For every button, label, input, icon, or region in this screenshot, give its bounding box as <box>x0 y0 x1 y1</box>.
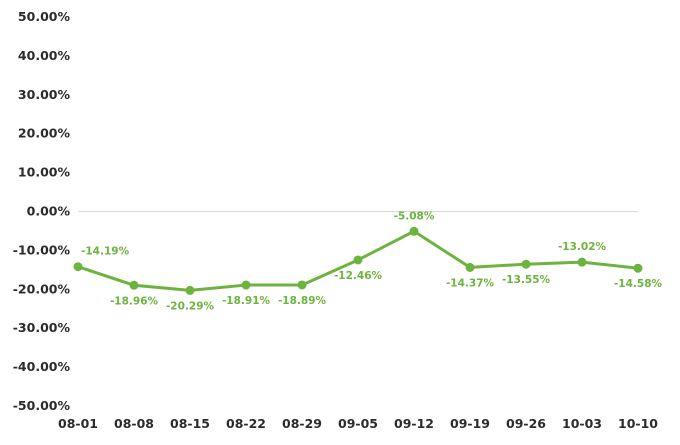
y-tick-label: 50.00% <box>18 9 71 24</box>
x-axis: 08-01 08-08 08-15 08-22 08-29 09-05 09-12 09-19… <box>58 416 658 431</box>
data-label: -13.55% <box>502 274 551 286</box>
y-tick-label: 40.00% <box>18 48 71 63</box>
data-point <box>241 280 251 290</box>
data-point <box>73 262 83 272</box>
data-point <box>633 263 643 273</box>
data-point <box>129 280 139 290</box>
x-tick-label: 08-29 <box>282 416 322 431</box>
y-tick-label: 20.00% <box>18 126 71 141</box>
y-tick-label: -50.00% <box>13 398 71 413</box>
y-tick-label: -40.00% <box>13 359 71 374</box>
data-label: -18.89% <box>278 295 327 307</box>
data-label: -20.29% <box>166 300 215 312</box>
data-point <box>185 285 195 295</box>
data-point <box>521 259 531 269</box>
data-label: -13.02% <box>558 241 607 253</box>
data-point <box>353 255 363 265</box>
x-tick-label: 10-10 <box>618 416 658 431</box>
x-tick-label: 10-03 <box>562 416 602 431</box>
x-tick-label: 09-19 <box>450 416 490 431</box>
series <box>73 226 643 295</box>
y-axis: 50.00% 40.00% 30.00% 20.00% 10.00% 0.00% -10.0… <box>13 9 71 413</box>
x-tick-label: 09-05 <box>338 416 378 431</box>
y-tick-label: 10.00% <box>18 165 71 180</box>
data-point <box>577 257 587 267</box>
data-label: -18.96% <box>110 295 159 307</box>
data-labels: -14.19% -18.96% -20.29% -18.91% -18.89% -12.4… <box>81 210 663 312</box>
data-point <box>465 262 475 272</box>
data-point <box>409 226 419 236</box>
y-tick-label: -30.00% <box>13 320 71 335</box>
data-label: -14.19% <box>81 246 130 258</box>
data-label: -12.46% <box>334 270 383 282</box>
x-tick-label: 08-22 <box>226 416 266 431</box>
data-label: -5.08% <box>394 210 435 222</box>
x-tick-label: 08-08 <box>114 416 154 431</box>
y-tick-label: -10.00% <box>13 242 71 257</box>
y-tick-label: 0.00% <box>27 204 71 219</box>
y-tick-label: 30.00% <box>18 87 71 102</box>
data-label: -14.58% <box>614 278 663 290</box>
x-tick-label: 08-01 <box>58 416 98 431</box>
data-label: -14.37% <box>446 277 495 289</box>
y-tick-label: -20.00% <box>13 281 71 296</box>
data-label: -18.91% <box>222 295 271 307</box>
x-tick-label: 08-15 <box>170 416 210 431</box>
data-point <box>297 280 307 290</box>
x-tick-label: 09-12 <box>394 416 434 431</box>
x-tick-label: 09-26 <box>506 416 546 431</box>
